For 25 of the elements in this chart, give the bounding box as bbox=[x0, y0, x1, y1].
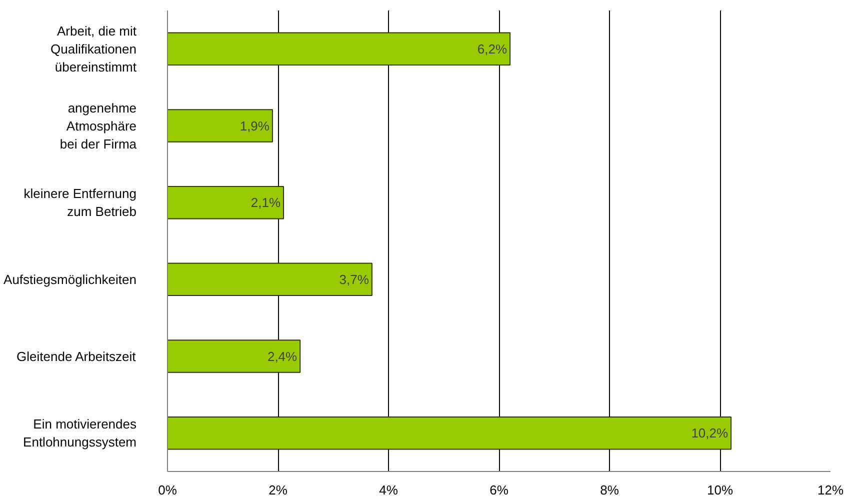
data-label: 3,7% bbox=[339, 272, 370, 287]
data-label: 2,4% bbox=[267, 348, 298, 364]
bar bbox=[168, 262, 372, 296]
x-tick-label: 6% bbox=[490, 482, 509, 498]
bar bbox=[168, 416, 732, 450]
data-label: 1,9% bbox=[240, 118, 270, 134]
x-tick-label: 2% bbox=[268, 482, 288, 498]
y-tick-label: Ein motivierendes Entlohnungssystem bbox=[23, 416, 137, 450]
data-label: 2,1% bbox=[250, 195, 281, 210]
bar bbox=[168, 186, 284, 220]
x-tick-label: 8% bbox=[600, 482, 620, 498]
bar bbox=[168, 32, 511, 66]
data-label: 10,2% bbox=[691, 426, 728, 441]
bar bbox=[168, 340, 301, 373]
x-tick-label: 4% bbox=[379, 482, 398, 498]
y-tick-label: Gleitende Arbeitszeit bbox=[16, 348, 136, 364]
data-label: 6,2% bbox=[477, 41, 508, 56]
bar bbox=[168, 109, 273, 142]
y-tick-label: Aufstiegsmöglichkeiten bbox=[4, 272, 137, 287]
y-tick-label: angenehme Atmosphäre bei der Firma bbox=[60, 100, 138, 152]
y-tick-label: kleinere Entfernung zum Betrieb bbox=[24, 186, 137, 220]
x-tick-label: 10% bbox=[706, 482, 734, 498]
y-tick-label: Arbeit, die mit Qualifikationen übereinstimmt bbox=[50, 23, 137, 74]
x-tick-label: 0% bbox=[158, 482, 178, 498]
x-tick-label: 12% bbox=[817, 482, 844, 498]
